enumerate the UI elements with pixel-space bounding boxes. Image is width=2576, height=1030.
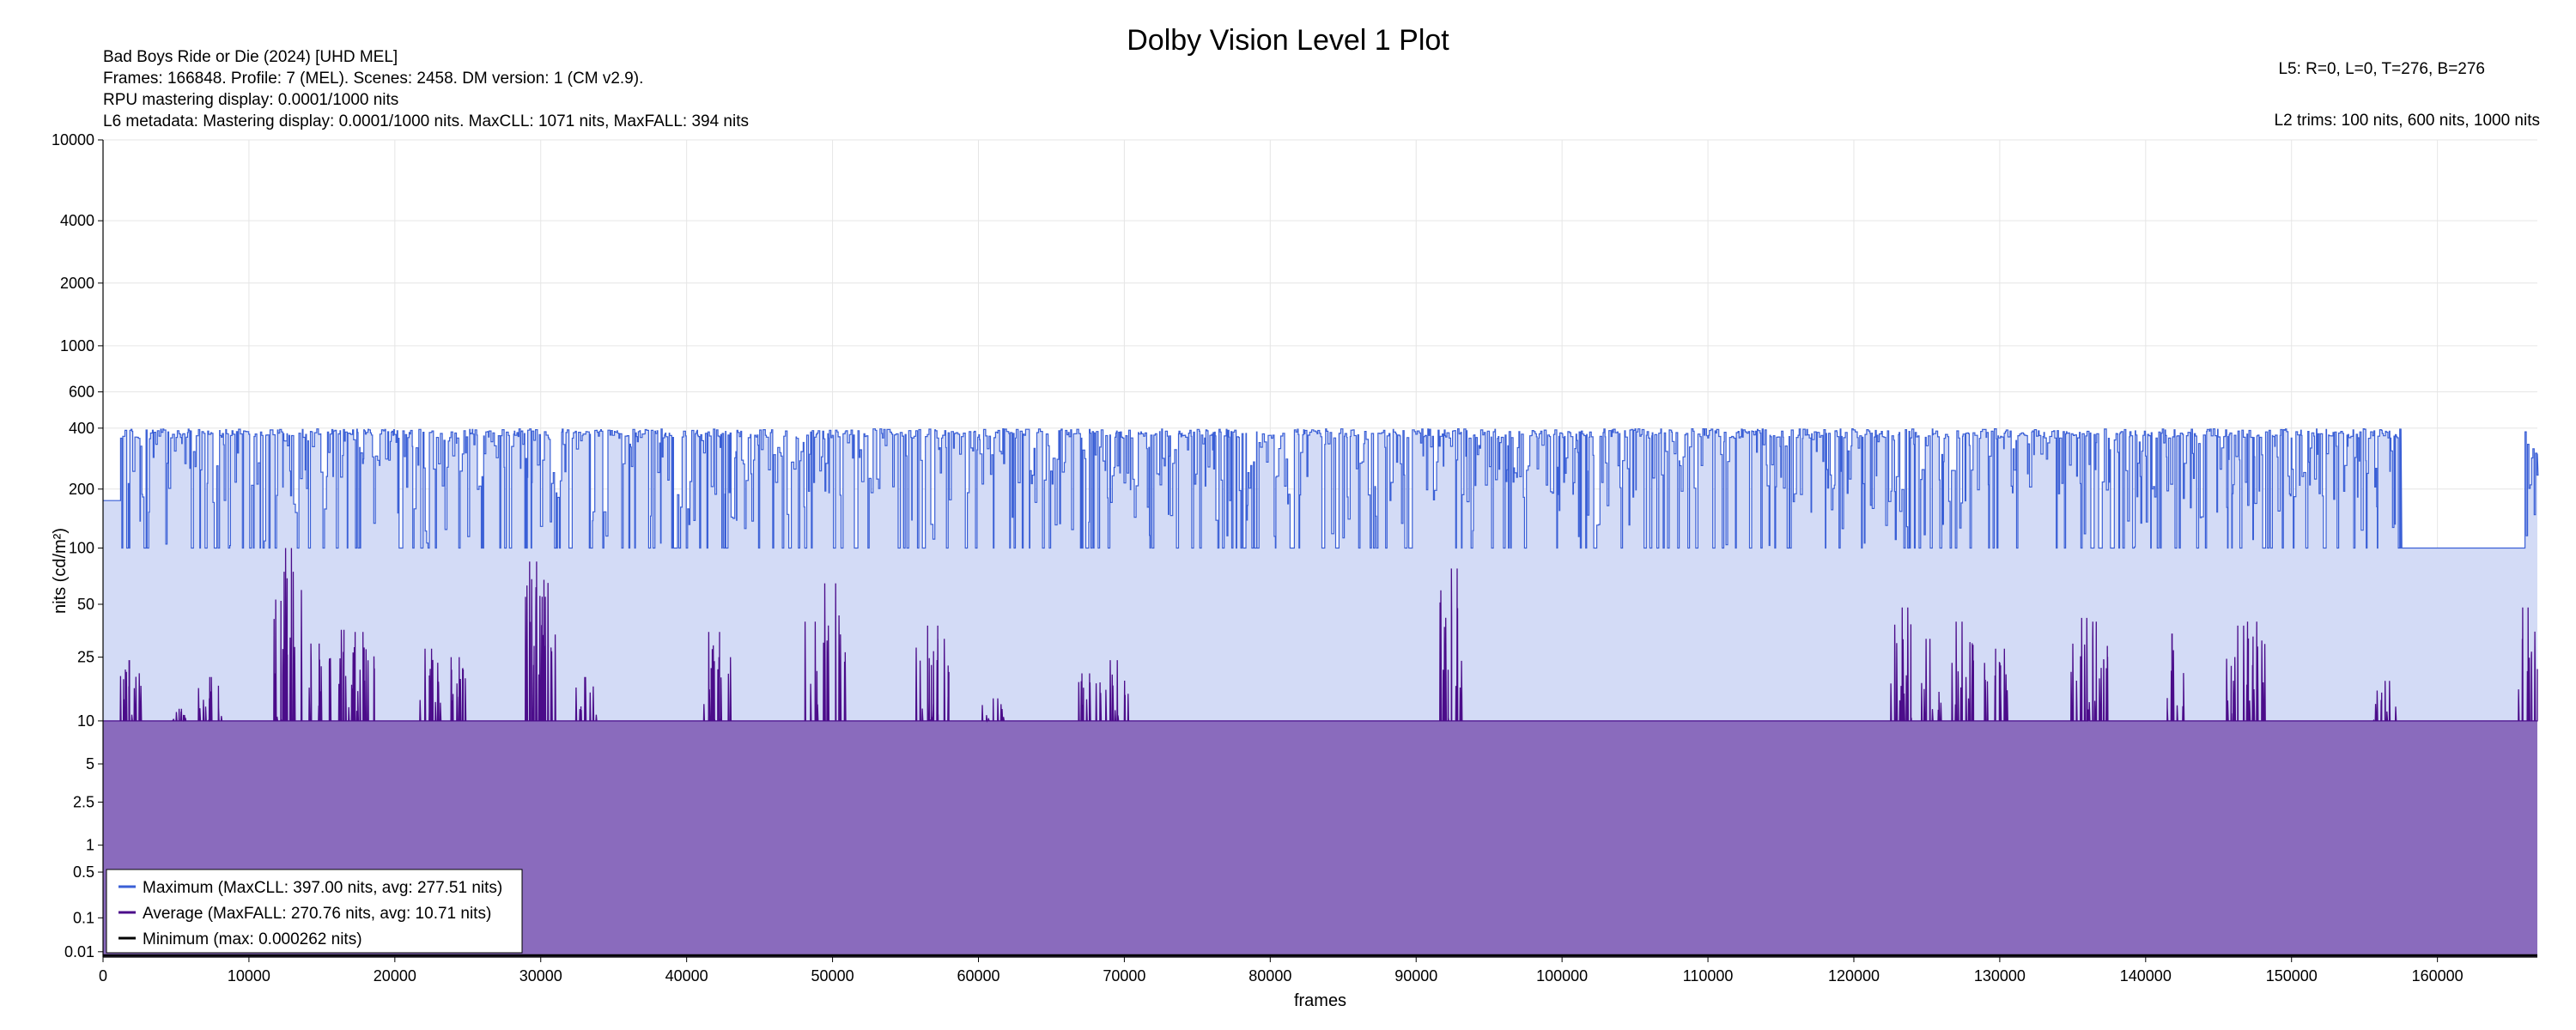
y-tick-label: 200: [69, 481, 94, 498]
y-tick-label: 2000: [60, 275, 94, 292]
x-tick-label: 50000: [811, 967, 854, 985]
y-tick-label: 1: [86, 837, 94, 854]
y-tick-label: 100: [69, 539, 94, 556]
y-axis-ticks: 10000 4000 2000 1000 600 400 200 100 50 25 10 5 2.5 1…: [52, 131, 103, 960]
series-lines: [103, 428, 2539, 957]
y-tick-label: 0.1: [73, 909, 94, 926]
y-tick-label: 600: [69, 384, 94, 401]
x-tick-label: 0: [99, 967, 107, 985]
x-tick-label: 110000: [1683, 967, 1734, 985]
info-block: Bad Boys Ride or Die (2024) [UHD MEL] Fr…: [103, 46, 749, 132]
avg-series-line: [103, 548, 2538, 723]
x-tick-label: 120000: [1828, 967, 1880, 985]
y-tick-label: 400: [69, 420, 94, 437]
info-l5: L5: R=0, L=0, T=276, B=276: [2278, 60, 2485, 78]
y-axis-label: nits (cd/m²): [51, 528, 70, 614]
chart-title: Dolby Vision Level 1 Plot: [1127, 24, 1449, 57]
x-tick-label: 130000: [1974, 967, 2026, 985]
series-fills: [103, 428, 2538, 958]
y-tick-label: 25: [77, 649, 94, 666]
info-l2: L2 trims: 100 nits, 600 nits, 1000 nits: [2274, 112, 2540, 130]
y-tick-label: 50: [77, 596, 94, 613]
y-tick-label: 4000: [60, 212, 94, 229]
x-tick-label: 140000: [2120, 967, 2172, 985]
x-tick-label: 150000: [2266, 967, 2318, 985]
x-axis-ticks: 0 10000 20000 30000 40000 50000 60000 70000 8000…: [99, 957, 2464, 985]
x-tick-label: 30000: [519, 967, 562, 985]
info-line-l6: L6 metadata: Mastering display: 0.0001/1…: [103, 112, 749, 130]
y-tick-label: 10: [77, 712, 94, 730]
x-tick-label: 40000: [665, 967, 708, 985]
x-tick-label: 70000: [1103, 967, 1145, 985]
x-tick-label: 20000: [374, 967, 416, 985]
y-tick-label: 2.5: [73, 794, 94, 811]
info-line-title: Bad Boys Ride or Die (2024) [UHD MEL]: [103, 48, 398, 66]
avg-series-fill: [103, 548, 2537, 957]
x-axis-label: frames: [1294, 991, 1346, 1010]
x-tick-label: 10000: [228, 967, 270, 985]
max-series-line: [103, 428, 2539, 549]
y-tick-label: 1000: [60, 337, 94, 354]
x-tick-label: 90000: [1394, 967, 1437, 985]
info-line-frames: Frames: 166848. Profile: 7 (MEL). Scenes…: [103, 70, 644, 88]
y-tick-label: 0.01: [64, 943, 94, 960]
x-tick-label: 60000: [957, 967, 999, 985]
y-tick-label: 5: [86, 755, 94, 772]
axes: [102, 140, 2537, 958]
legend-label-min: Minimum (max: 0.000262 nits): [143, 930, 362, 948]
y-tick-label: 10000: [52, 131, 94, 148]
legend: Maximum (MaxCLL: 397.00 nits, avg: 277.5…: [106, 869, 523, 954]
legend-label-avg: Average (MaxFALL: 270.76 nits, avg: 10.7…: [143, 905, 491, 923]
legend-label-max: Maximum (MaxCLL: 397.00 nits, avg: 277.5…: [143, 879, 502, 897]
x-tick-label: 100000: [1536, 967, 1588, 985]
x-tick-label: 160000: [2412, 967, 2464, 985]
y-tick-label: 0.5: [73, 863, 94, 881]
x-tick-label: 80000: [1249, 967, 1291, 985]
info-line-rpu: RPU mastering display: 0.0001/1000 nits: [103, 91, 399, 109]
legend-box: [106, 869, 523, 954]
